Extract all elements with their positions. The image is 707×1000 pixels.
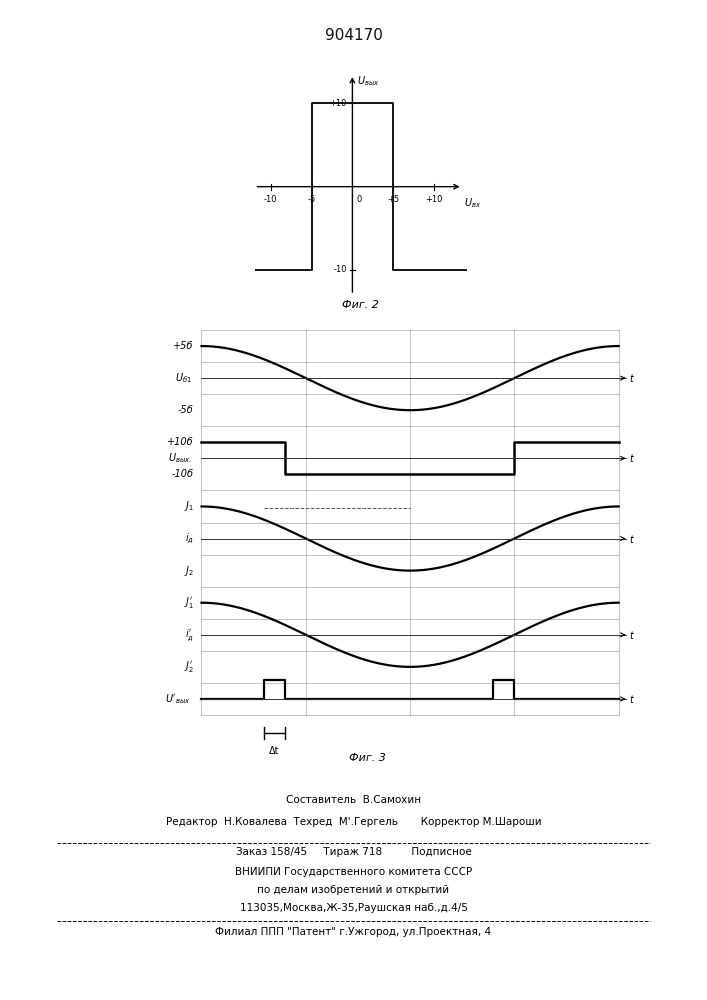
Text: ВНИИПИ Государственного комитета СССР: ВНИИПИ Государственного комитета СССР	[235, 867, 472, 877]
Text: +10б: +10б	[167, 437, 194, 447]
Text: $i_д$: $i_д$	[185, 531, 194, 546]
Text: $U_{вх}$: $U_{вх}$	[464, 197, 481, 210]
Text: $t$: $t$	[629, 693, 636, 705]
Text: +5б: +5б	[173, 341, 194, 351]
Text: +10: +10	[329, 99, 346, 108]
Text: $J_1$: $J_1$	[184, 499, 194, 513]
Text: Заказ 158/45     Тираж 718         Подписное: Заказ 158/45 Тираж 718 Подписное	[235, 847, 472, 857]
Text: по делам изобретений и открытий: по делам изобретений и открытий	[257, 885, 450, 895]
Text: $U_{вых}$: $U_{вых}$	[357, 74, 380, 88]
Text: Составитель  В.Самохин: Составитель В.Самохин	[286, 795, 421, 805]
Text: -10: -10	[264, 195, 278, 204]
Text: $t$: $t$	[629, 372, 636, 384]
Text: +5: +5	[387, 195, 399, 204]
Text: +10: +10	[426, 195, 443, 204]
Text: $U_{б1}$: $U_{б1}$	[175, 371, 192, 385]
Text: -10: -10	[333, 265, 346, 274]
Text: Редактор  Н.Ковалева  Техред  М'.Гергель       Корректор М.Шароши: Редактор Н.Ковалева Техред М'.Гергель Ко…	[165, 817, 542, 827]
Text: -5: -5	[308, 195, 316, 204]
Text: $J_2'$: $J_2'$	[184, 659, 194, 674]
Text: $i_д'$: $i_д'$	[185, 627, 194, 643]
Text: Филиал ППП "Патент" г.Ужгород, ул.Проектная, 4: Филиал ППП "Патент" г.Ужгород, ул.Проект…	[216, 927, 491, 937]
Text: 113035,Москва,Ж-35,Раушская наб.,д.4/5: 113035,Москва,Ж-35,Раушская наб.,д.4/5	[240, 903, 467, 913]
Text: $J_2$: $J_2$	[184, 564, 194, 578]
Text: $t$: $t$	[629, 533, 636, 545]
Text: $U_{вых.}$: $U_{вых.}$	[168, 451, 192, 465]
Text: Фиг. 3: Фиг. 3	[349, 753, 386, 763]
Text: Фиг. 2: Фиг. 2	[342, 300, 379, 310]
Text: -5б: -5б	[178, 405, 194, 415]
Text: 904170: 904170	[325, 28, 382, 43]
Text: $t$: $t$	[629, 452, 636, 464]
Text: 0: 0	[356, 195, 362, 204]
Text: $U'_{вых}$: $U'_{вых}$	[165, 692, 190, 706]
Text: Δt: Δt	[269, 746, 280, 756]
Text: $t$: $t$	[629, 629, 636, 641]
Text: $J_1'$: $J_1'$	[184, 595, 194, 610]
Text: -10б: -10б	[172, 469, 194, 479]
